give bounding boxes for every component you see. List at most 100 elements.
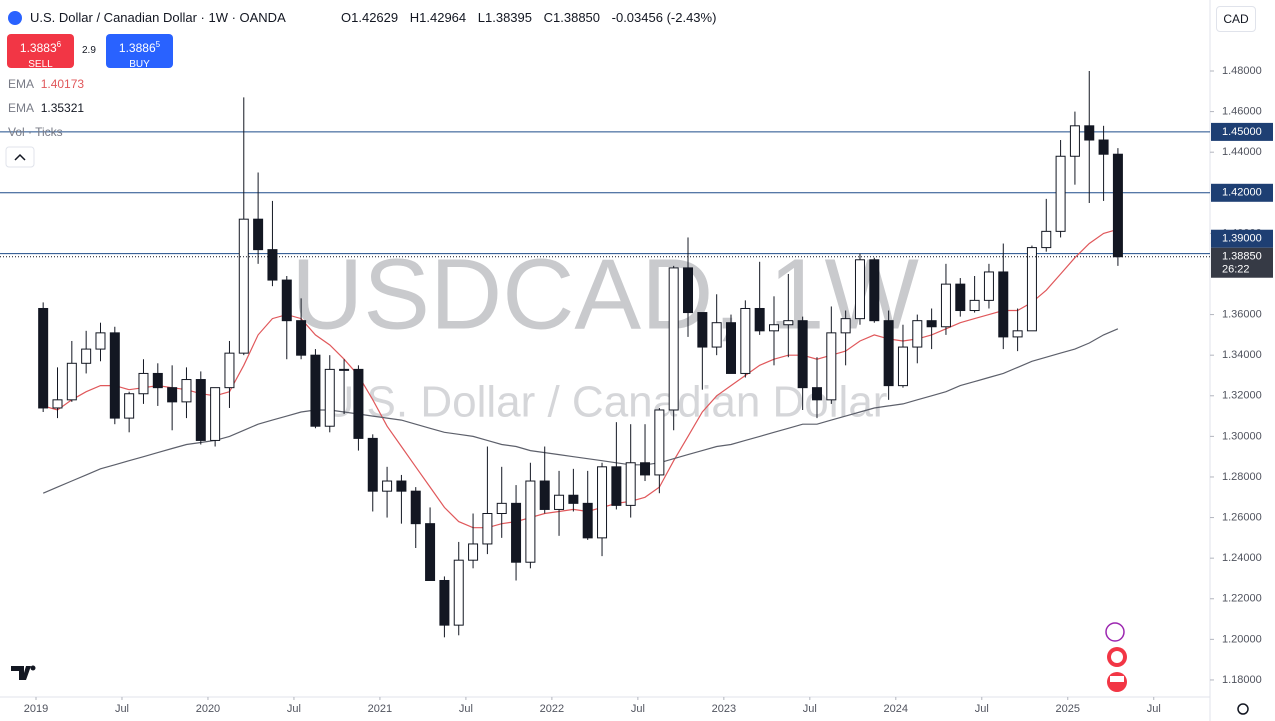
x-tick-label: 2023 [712,703,736,715]
candle-body [983,271,994,301]
candle-body [969,299,980,312]
y-tick-label: 1.24000 [1222,552,1262,564]
x-tick-label: Jul [975,703,989,715]
ohlc-key: L [477,10,485,25]
candle-body [224,352,235,389]
candle-body [1055,155,1066,232]
candle-body [912,320,923,348]
candle-body [152,372,163,389]
ema-legend: EMA 1.35321 [8,101,84,115]
level-label-box [1211,229,1273,248]
candle-body [1112,153,1123,258]
y-tick-label: 1.46000 [1222,106,1262,118]
level-label: 1.45000 [1222,126,1262,138]
candle-body [1041,230,1052,249]
candle-body [640,462,651,476]
ema-name: EMA [8,101,35,115]
candle-body [740,307,751,374]
level-label-box [1211,183,1273,202]
x-tick-label: 2019 [24,703,48,715]
candle-body [654,409,665,476]
ema-legend: EMA 1.40173 [8,77,84,91]
candle-body [124,393,135,419]
collapse-icon [14,153,26,161]
candle-body [711,322,722,348]
candle-body [597,466,608,539]
ema-line [42,328,1119,494]
ohlc-value: 1.38850 [553,10,601,25]
candle-body [439,579,450,626]
y-tick-label: 1.34000 [1222,349,1262,361]
sell-pip: 6 [56,40,62,49]
candle-body [167,387,178,403]
candle-body [611,466,622,506]
candle-body [797,320,808,389]
buy-label: BUY [129,59,150,70]
candle-body [310,354,321,427]
x-tick-label: Jul [803,703,817,715]
spread: 2.9 [82,45,96,56]
candle-body [1026,247,1037,332]
buy-pip: 5 [155,40,161,49]
ohlc-value: 1.42964 [419,10,467,25]
sell-button[interactable]: 1.38836 SELL [7,34,74,70]
x-tick-label: Jul [631,703,645,715]
currency-button[interactable]: CAD [1216,6,1256,32]
candle-body [568,494,579,504]
buy-button[interactable]: 1.38865 BUY [106,34,173,70]
sell-label: SELL [28,59,53,70]
candle-body [511,502,522,563]
candle-body [683,267,694,314]
candle-body [625,462,636,506]
ema-line [43,228,1119,529]
candle-body [768,324,779,332]
x-tick-label: 2020 [196,703,220,715]
level-label-box [1211,122,1273,141]
candle-body [396,480,407,492]
candle-body [1098,139,1109,155]
change: -0.03456 (-2.43%) [611,10,717,25]
buy-price: 1.3886 [118,41,156,55]
level-label: 1.42000 [1222,187,1262,199]
candle-body [1084,125,1095,141]
candle-body [238,218,249,354]
candle-body [339,368,350,371]
countdown: 26:22 [1222,264,1250,276]
price-label: 1.38850 [1222,251,1262,263]
candle-body [210,387,221,441]
candle-body [181,379,192,403]
collapse-button[interactable] [5,146,35,168]
y-tick-label: 1.44000 [1222,146,1262,158]
candle-body [897,346,908,387]
y-tick-label: 1.22000 [1222,593,1262,605]
symbol-logo [8,11,22,25]
candle-body [38,307,49,409]
ohlc: O1.42629 H1.42964 L1.38395 C1.38850 -0.0… [341,10,716,25]
x-tick-label: Jul [115,703,129,715]
x-tick-label: 2024 [884,703,908,715]
candle-body [109,332,120,419]
candle-body [195,379,206,441]
x-tick-label: 2021 [368,703,392,715]
candle-body [539,480,550,510]
icons[interactable] [1105,622,1249,715]
candle-body [66,362,77,401]
candle-body [854,259,865,320]
ema-value: 1.40173 [40,77,85,91]
symbol-title: U.S. Dollar / Canadian Dollar · 1W · OAN… [30,10,286,25]
candle-body [582,502,593,539]
candle-body [253,218,264,251]
candle-body [754,307,765,332]
candle-body [840,318,851,334]
candle-body [726,322,737,374]
candle-body [382,480,393,492]
candle-body [138,372,149,395]
level-label: 1.39000 [1222,233,1262,245]
candle-body [826,332,837,401]
candle-body [883,320,894,387]
candle-body [998,271,1009,338]
x-tick-label: Jul [459,703,473,715]
